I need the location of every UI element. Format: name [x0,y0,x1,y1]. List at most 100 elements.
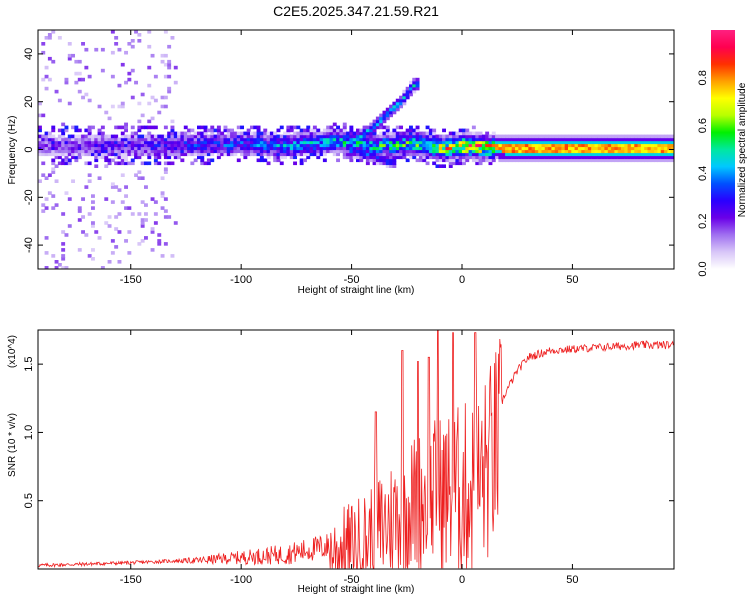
spectrogram-cell [379,143,384,148]
spectrogram-cell [97,104,102,109]
spectrogram-cell [243,140,248,145]
spectrogram-cell [240,146,245,151]
spectrogram-cell [332,137,337,142]
spectrogram-cell [627,149,632,154]
spectrogram-cell [236,134,241,139]
spectrogram-cell [124,146,129,151]
spectrogram-cell [392,131,397,136]
spectrogram-cell [216,125,221,130]
spectrogram-cell [286,140,291,145]
spectrogram-cell [336,137,341,142]
spectrogram-cell [147,30,152,34]
spectrogram-cell [468,152,473,157]
spectrogram-cell [458,146,463,151]
spectrogram-cell [488,161,493,166]
spectrogram-cell [124,206,129,210]
spectrogram-cell [538,146,543,151]
spectrogram-cell [299,161,304,166]
spectrogram-cell [144,236,148,240]
spectrogram-cell [299,134,304,139]
spectrogram-cell [468,149,473,154]
spectrogram-cell [322,131,327,136]
spectrogram-cell [322,128,327,133]
spectrogram-cell [571,140,576,145]
spectrogram-cell [448,164,453,168]
spectrogram-cell [200,161,205,166]
spectrogram-cell [392,164,397,168]
spectrogram-cell [153,155,158,160]
spectrogram-cell [157,239,162,243]
spectrogram-cell [462,152,466,157]
spectrogram-cell [392,152,397,157]
spectrogram-cell [435,149,440,154]
spectrogram-cell [621,134,625,139]
spectrogram-cell [163,30,168,34]
spectrogram-cell [286,137,291,142]
y-tick-label: -40 [23,237,35,253]
spectrogram-cell [349,143,354,148]
spectrogram-cell [475,149,480,154]
spectrogram-cell [518,137,523,142]
spectrogram-cell [508,137,513,142]
spectrogram-cell [614,152,619,157]
spectrogram-cell [259,131,264,136]
spectrogram-cell [312,134,317,139]
spectrogram-cell [163,167,168,171]
spectrogram-cell [163,104,168,109]
spectrogram-cell [41,77,46,82]
spectrogram-cell [104,110,109,115]
spectrogram-cell [77,137,82,142]
spectrogram-cell [104,152,109,157]
spectrogram-cell [312,131,317,136]
spectrogram-cell [190,137,195,142]
spectrogram-cell [77,155,82,160]
spectrogram-cell [356,128,360,133]
spectrogram-cell [137,170,142,174]
spectrogram-cell [57,36,62,40]
spectrogram-cell [515,152,519,157]
spectrogram-cell [167,89,172,94]
spectrogram-cell [379,149,384,154]
spectrogram-cell [87,131,92,136]
spectrogram-cell [163,209,168,213]
spectrogram-cell [309,131,314,136]
spectrogram-cell [587,149,592,154]
spectrogram-cell [372,125,377,130]
spectrogram-cell [293,155,298,160]
spectrogram-cell [604,155,609,160]
spectrogram-cell [259,140,264,145]
spectrogram-cell [471,143,476,148]
spectrogram-cell [130,44,135,49]
spectrogram-cell [594,134,599,139]
spectrogram-cell [399,131,404,136]
spectrogram-cell [365,158,370,163]
spectrogram-cell [650,143,655,148]
spectrogram-cell [230,143,235,148]
spectrogram-cell [107,140,112,145]
spectrogram-cell [137,39,142,43]
spectrogram-cell [100,134,105,139]
spectrogram-cell [475,134,480,139]
spectrogram-cell [515,149,519,154]
spectrogram-cell [471,137,476,142]
spectrogram-cell [640,140,645,145]
spectrogram-cell [110,143,115,148]
spectrogram-cell [296,146,301,151]
spectrogram-cell [67,42,72,46]
y-tick-label: 40 [23,48,35,60]
spectrogram-cell [309,152,314,157]
spectrogram-cell [206,140,211,145]
spectrogram-cell [336,125,341,130]
spectrogram-cell [110,239,115,243]
spectrogram-cell [150,116,155,121]
spectrogram-cell [488,137,493,142]
spectrogram-cell [621,146,625,151]
spectrogram-cell [200,125,205,130]
spectrogram-cell [289,134,294,139]
spectrogram-cell [577,158,582,163]
spectrogram-cell [144,218,148,222]
spectrogram-cell [372,140,377,145]
spectrogram-cell [389,146,394,151]
spectrogram-cell [405,158,410,163]
spectrogram-cell [269,131,274,136]
